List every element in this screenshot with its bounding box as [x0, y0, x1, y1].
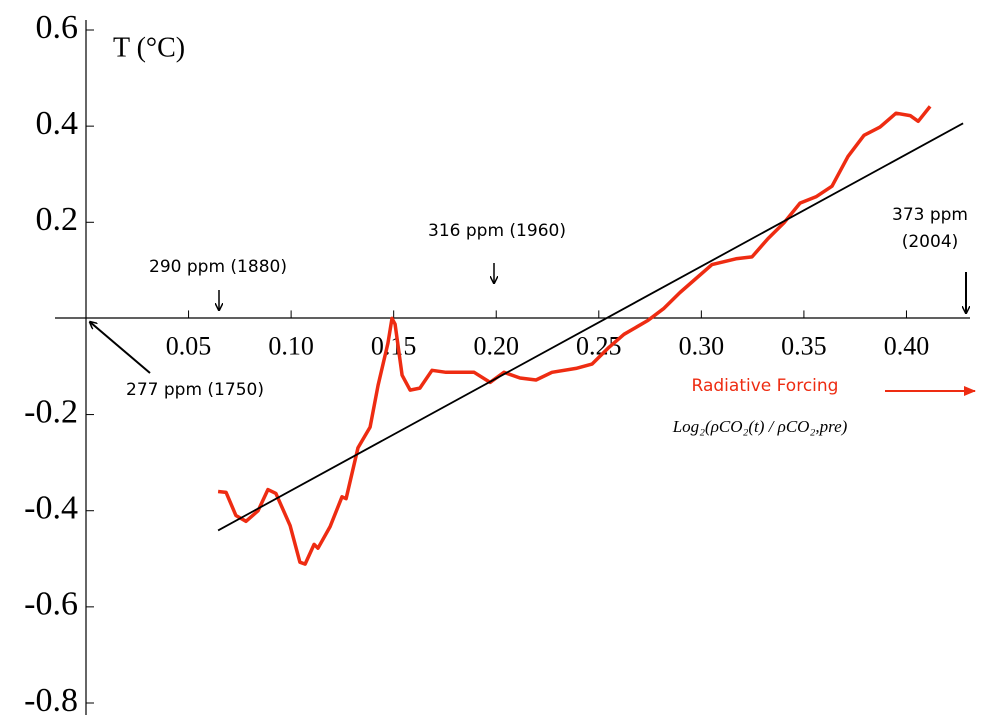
- x-tick-label: 0.20: [473, 331, 519, 360]
- arrow: [90, 322, 151, 374]
- x-tick-label: 0.40: [884, 331, 930, 360]
- annotation: (2004): [902, 232, 959, 252]
- data-line: [217, 122, 964, 532]
- y-tick-label: 0.2: [36, 201, 79, 238]
- annotation: 290 ppm (1880): [149, 257, 287, 277]
- y-tick-label: -0.2: [24, 393, 78, 430]
- y-tick-label: -0.6: [24, 586, 78, 623]
- y-tick-label: 0.6: [36, 9, 79, 46]
- x-tick-label: 0.30: [679, 331, 725, 360]
- y-tick-label: -0.4: [24, 490, 78, 527]
- y-axis-label: T (°C): [113, 32, 185, 63]
- y-tick-label: -0.8: [24, 682, 78, 719]
- x-tick-label: 0.10: [268, 331, 314, 360]
- y-tick-label: 0.4: [36, 105, 79, 142]
- x-tick-label: 0.05: [166, 331, 212, 360]
- x-tick-label: 0.35: [781, 331, 827, 360]
- data-line: [217, 105, 932, 566]
- annotation: 373 ppm: [892, 205, 968, 225]
- annotation: 277 ppm (1750): [126, 380, 264, 400]
- x-axis-label: Radiative Forcing: [692, 376, 839, 396]
- annotation: 316 ppm (1960): [428, 221, 566, 241]
- x-axis-formula: Log₂(ρCO₂(t) / ρCO₂,pre): [672, 417, 848, 436]
- x-tick-label: 0.15: [371, 331, 417, 360]
